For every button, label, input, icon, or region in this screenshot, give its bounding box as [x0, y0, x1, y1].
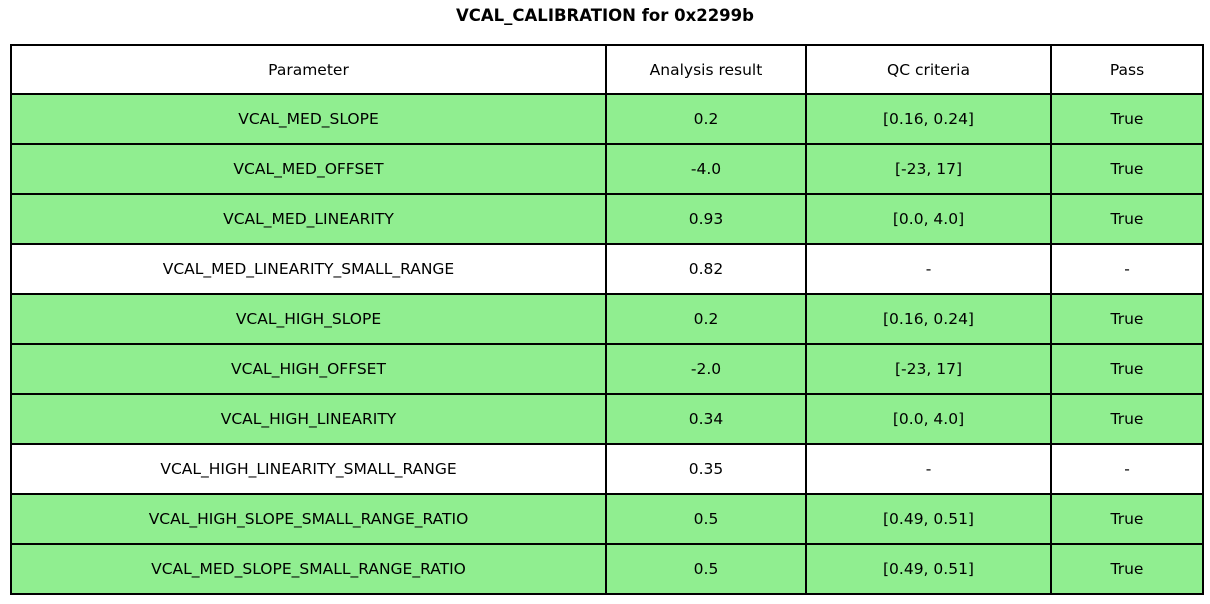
param-cell: VCAL_HIGH_LINEARITY — [10, 393, 607, 445]
col-header-pass: Pass — [1050, 44, 1204, 95]
pass-cell: - — [1050, 243, 1204, 295]
param-cell: VCAL_MED_OFFSET — [10, 143, 607, 195]
qc-cell: [0.16, 0.24] — [805, 93, 1052, 145]
pass-cell: True — [1050, 343, 1204, 395]
pass-cell: True — [1050, 193, 1204, 245]
param-cell: VCAL_MED_LINEARITY_SMALL_RANGE — [10, 243, 607, 295]
table-row: VCAL_HIGH_LINEARITY 0.34 [0.0, 4.0] True — [10, 393, 1204, 445]
table-row: VCAL_MED_LINEARITY_SMALL_RANGE 0.82 - - — [10, 243, 1204, 295]
table-row: VCAL_HIGH_SLOPE_SMALL_RANGE_RATIO 0.5 [0… — [10, 493, 1204, 545]
table-row: VCAL_HIGH_SLOPE 0.2 [0.16, 0.24] True — [10, 293, 1204, 345]
figure-title: VCAL_CALIBRATION for 0x2299b — [456, 6, 754, 25]
qc-cell: [0.16, 0.24] — [805, 293, 1052, 345]
table-row: VCAL_MED_OFFSET -4.0 [-23, 17] True — [10, 143, 1204, 195]
result-cell: 0.5 — [605, 543, 807, 595]
table-row: VCAL_MED_SLOPE_SMALL_RANGE_RATIO 0.5 [0.… — [10, 543, 1204, 595]
qc-cell: - — [805, 443, 1052, 495]
param-cell: VCAL_HIGH_LINEARITY_SMALL_RANGE — [10, 443, 607, 495]
col-header-analysis-result: Analysis result — [605, 44, 807, 95]
result-cell: 0.2 — [605, 293, 807, 345]
result-cell: 0.35 — [605, 443, 807, 495]
param-cell: VCAL_HIGH_SLOPE_SMALL_RANGE_RATIO — [10, 493, 607, 545]
qc-cell: [0.49, 0.51] — [805, 493, 1052, 545]
param-cell: VCAL_HIGH_SLOPE — [10, 293, 607, 345]
table-row: VCAL_MED_SLOPE 0.2 [0.16, 0.24] True — [10, 93, 1204, 145]
qc-cell: [0.0, 4.0] — [805, 393, 1052, 445]
pass-cell: - — [1050, 443, 1204, 495]
col-header-qc-criteria: QC criteria — [805, 44, 1052, 95]
param-cell: VCAL_MED_SLOPE_SMALL_RANGE_RATIO — [10, 543, 607, 595]
qc-cell: [0.0, 4.0] — [805, 193, 1052, 245]
pass-cell: True — [1050, 543, 1204, 595]
header-row: Parameter Analysis result QC criteria Pa… — [10, 44, 1204, 95]
qc-cell: [0.49, 0.51] — [805, 543, 1052, 595]
param-cell: VCAL_MED_LINEARITY — [10, 193, 607, 245]
result-cell: 0.34 — [605, 393, 807, 445]
pass-cell: True — [1050, 493, 1204, 545]
param-cell: VCAL_MED_SLOPE — [10, 93, 607, 145]
pass-cell: True — [1050, 143, 1204, 195]
qc-cell: [-23, 17] — [805, 343, 1052, 395]
result-cell: 0.82 — [605, 243, 807, 295]
result-cell: -4.0 — [605, 143, 807, 195]
result-cell: 0.2 — [605, 93, 807, 145]
pass-cell: True — [1050, 293, 1204, 345]
table-row: VCAL_MED_LINEARITY 0.93 [0.0, 4.0] True — [10, 193, 1204, 245]
table-row: VCAL_HIGH_OFFSET -2.0 [-23, 17] True — [10, 343, 1204, 395]
result-cell: 0.93 — [605, 193, 807, 245]
qc-cell: - — [805, 243, 1052, 295]
table-row: VCAL_HIGH_LINEARITY_SMALL_RANGE 0.35 - - — [10, 443, 1204, 495]
qc-cell: [-23, 17] — [805, 143, 1052, 195]
qc-results-table: Parameter Analysis result QC criteria Pa… — [10, 44, 1204, 595]
pass-cell: True — [1050, 93, 1204, 145]
result-cell: 0.5 — [605, 493, 807, 545]
param-cell: VCAL_HIGH_OFFSET — [10, 343, 607, 395]
col-header-parameter: Parameter — [10, 44, 607, 95]
result-cell: -2.0 — [605, 343, 807, 395]
pass-cell: True — [1050, 393, 1204, 445]
